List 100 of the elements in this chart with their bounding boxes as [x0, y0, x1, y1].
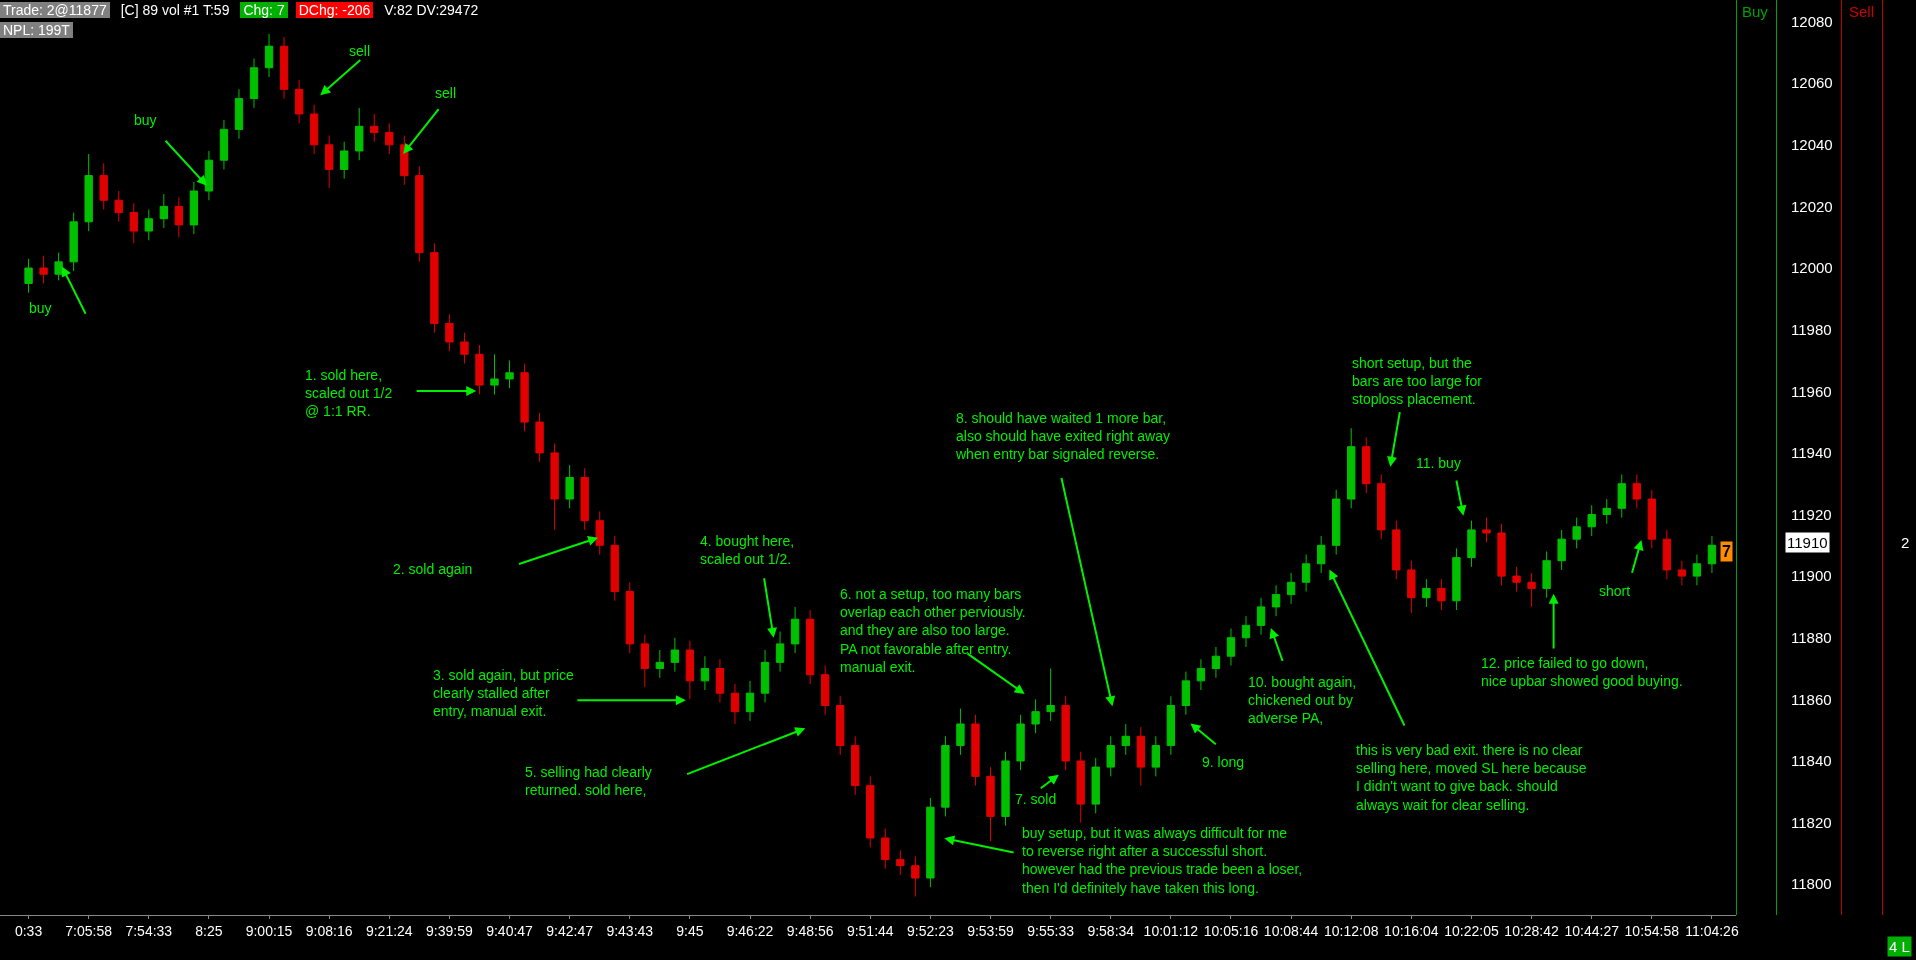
y-tick-label: 12080 [1791, 12, 1833, 30]
y-tick-label: 11880 [1791, 628, 1832, 646]
candlestick [159, 193, 169, 229]
candlestick [1136, 726, 1145, 787]
x-tick-label: 10:22:05 [1444, 922, 1499, 939]
candlestick [385, 122, 394, 155]
annotation: Trade: 2@11877 [0, 2, 110, 18]
candlestick [881, 828, 890, 870]
candlestick [1301, 554, 1311, 593]
candlestick [956, 708, 965, 756]
y-tick-label: 11920 [1791, 505, 1832, 523]
y-tick-label: 11840 [1791, 752, 1832, 770]
candlestick [1662, 529, 1672, 580]
candlestick [264, 33, 274, 78]
x-tick-label: 9:00:15 [245, 922, 293, 939]
candlestick [1241, 615, 1251, 648]
candlestick [355, 107, 364, 161]
candlestick [1512, 566, 1521, 593]
x-tick-label: 9:58:34 [1087, 922, 1135, 939]
candlestick [580, 467, 589, 531]
x-tick-label: 9:53:59 [967, 922, 1015, 939]
candlestick [1692, 554, 1702, 586]
x-tick-label: 0:33 [14, 922, 43, 939]
y-tick-label: 11820 [1791, 813, 1832, 831]
x-tick-label: 9:21:24 [365, 922, 413, 939]
candlestick [775, 631, 785, 673]
candlestick [1332, 489, 1341, 556]
candlestick [1316, 535, 1326, 574]
candlestick [1437, 578, 1446, 611]
candlestick [1286, 572, 1296, 605]
candlestick [370, 113, 379, 143]
candlestick [1587, 504, 1596, 537]
text: Buy [1742, 3, 1769, 20]
candlestick [475, 344, 484, 395]
text: 7 [1722, 543, 1731, 560]
candlestick [129, 202, 138, 244]
annotation: NPL: 199T [0, 22, 73, 38]
candlestick [1362, 436, 1371, 494]
candlestick [54, 252, 63, 281]
candlestick [625, 581, 634, 654]
candlestick [851, 735, 860, 796]
candlestick [1211, 646, 1221, 679]
candlestick [730, 683, 740, 725]
candlestick [84, 153, 93, 232]
x-tick-label: 10:28:42 [1504, 922, 1560, 939]
candlestick [836, 695, 845, 756]
candlestick [670, 637, 680, 673]
candlestick [1647, 489, 1657, 549]
candlestick [144, 208, 153, 241]
annotation: V:82 DV:29472 [383, 2, 480, 18]
candlestick [760, 649, 770, 703]
candlestick [294, 79, 304, 124]
candlestick [1482, 517, 1491, 543]
candlestick [39, 255, 48, 284]
candlestick [595, 510, 604, 556]
candlestick [971, 714, 980, 787]
candlestick [820, 664, 830, 716]
candlestick [445, 313, 454, 352]
candlestick [1707, 535, 1717, 574]
candlestick [505, 359, 514, 389]
annotation: 11. buy [1416, 455, 1461, 471]
annotation: 7. sold [1015, 791, 1057, 807]
x-tick-label: 9:51:44 [846, 922, 894, 939]
candlestick [1091, 757, 1100, 814]
x-tick-label: 9:52:23 [907, 922, 954, 939]
candlestick [610, 535, 619, 602]
y-tick-label: 11940 [1791, 444, 1832, 462]
annotation: DChg: -206 [295, 2, 374, 18]
x-tick-label: 10:12:08 [1323, 922, 1379, 939]
candlestick [1046, 668, 1055, 722]
candlestick [640, 634, 649, 688]
candlestick [189, 181, 199, 235]
candlestick [1271, 584, 1281, 617]
candlestick [655, 649, 665, 679]
candlestick [1001, 751, 1010, 827]
x-tick-label: 10:44:27 [1564, 922, 1620, 939]
candlestick [1377, 473, 1386, 540]
annotation: 2. sold again [393, 561, 473, 577]
candlestick [745, 680, 755, 722]
candlestick [69, 212, 78, 272]
candlestick [1572, 517, 1581, 549]
candlestick [1076, 751, 1085, 824]
y-tick-label: 11800 [1791, 875, 1832, 893]
y-tick-label: 12040 [1791, 136, 1833, 154]
x-tick-label: 9:46:22 [726, 922, 774, 939]
text: 4 L [1889, 938, 1910, 955]
candlestick [219, 119, 229, 170]
annotation: 8. should have waited 1 more bar, also should have exited right away when entry bar signaled reverse. [955, 410, 1171, 463]
annotation: 5. selling had clearly returned. sold here, [525, 764, 652, 799]
y-tick-label: 12020 [1791, 197, 1833, 215]
candlestick [1151, 735, 1161, 777]
candlestick [1196, 658, 1206, 691]
candlestick [174, 196, 184, 238]
x-tick-label: 7:05:58 [65, 922, 113, 939]
candlestick [249, 58, 259, 109]
candlestick [279, 36, 289, 100]
candlestick [535, 412, 544, 463]
annotation: short setup, but the bars are too large for stoploss placement. [1352, 355, 1483, 408]
x-tick-label: 9:42:47 [546, 922, 594, 939]
candlestick [700, 655, 710, 691]
